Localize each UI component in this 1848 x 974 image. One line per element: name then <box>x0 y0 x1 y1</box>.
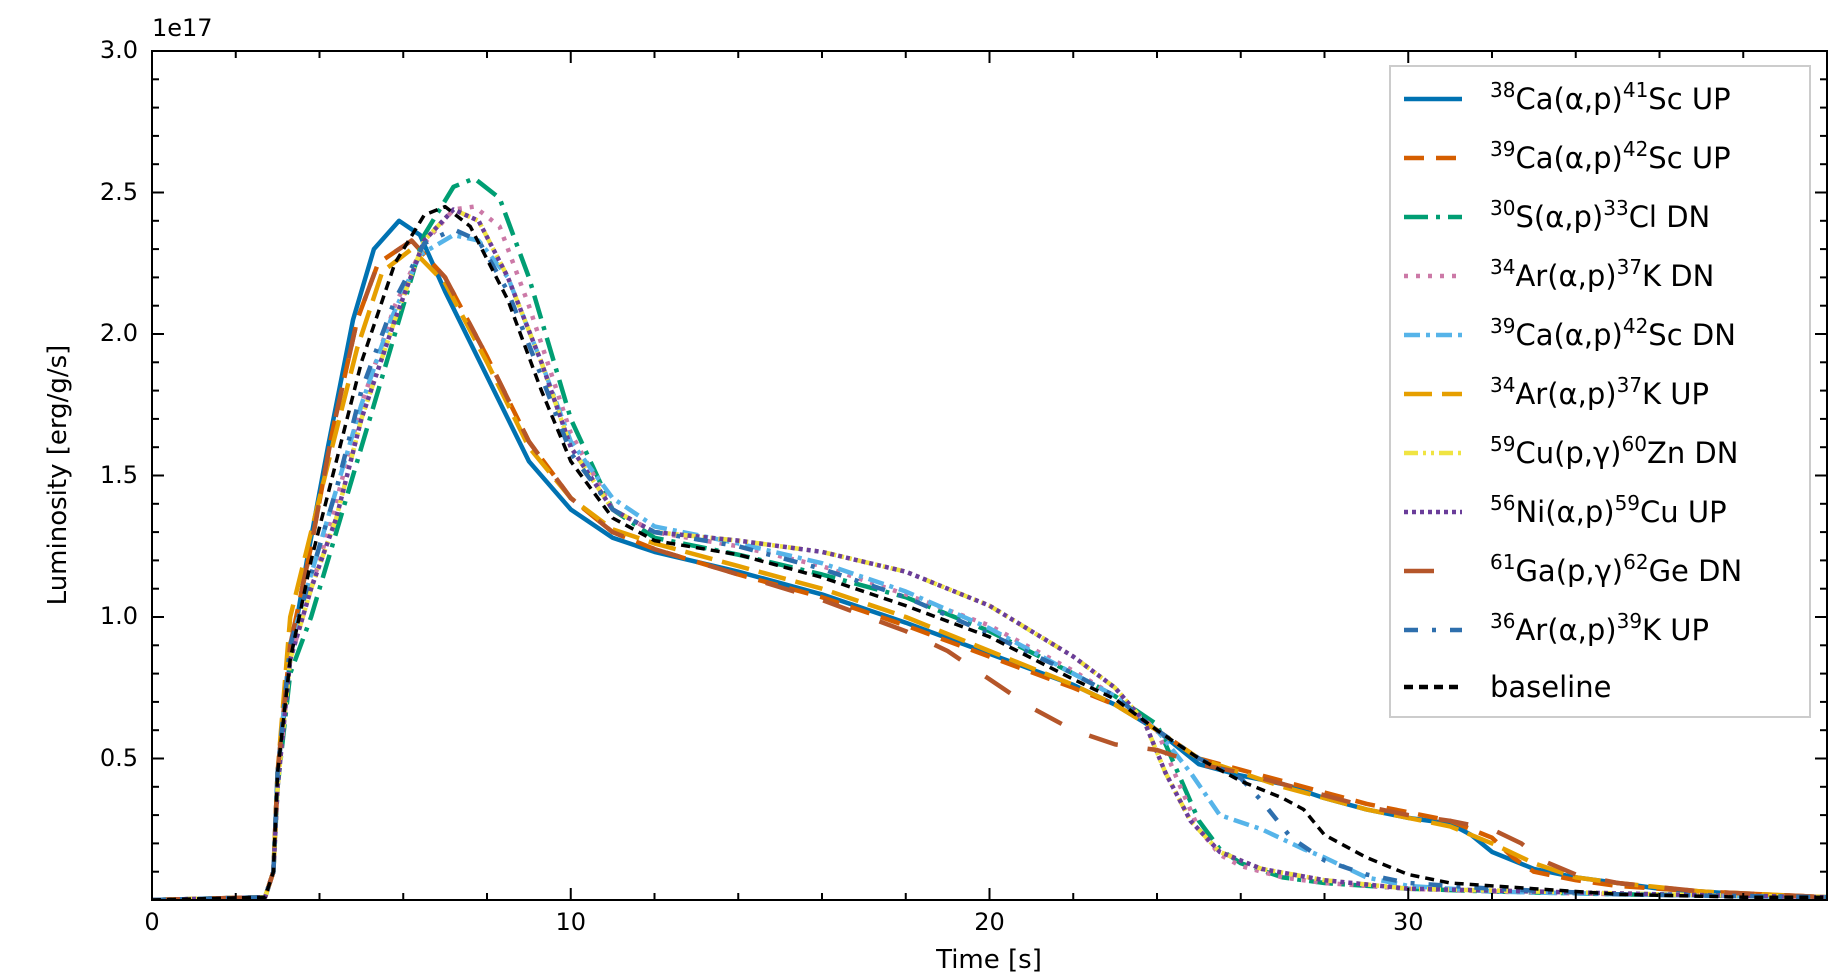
legend-entry: 30S(α,p)33Cl DN <box>1404 196 1710 234</box>
legend-entry: 34Ar(α,p)37K DN <box>1404 255 1714 293</box>
series-line-10 <box>152 204 1827 900</box>
legend-label: 34Ar(α,p)37K DN <box>1490 255 1714 293</box>
y-tick-label: 3.0 <box>100 36 138 64</box>
series-line-9 <box>152 227 1827 900</box>
legend-entry: 38Ca(α,p)41Sc UP <box>1404 78 1731 116</box>
y-axis-label: Luminosity [erg/g/s] <box>43 345 73 606</box>
tick-layer <box>151 50 1828 900</box>
series-line-7 <box>152 207 1827 900</box>
legend-entry: baseline <box>1404 670 1611 704</box>
y-tick-label: 2.5 <box>100 178 138 206</box>
legend-entry: 36Ar(α,p)39K UP <box>1404 609 1709 647</box>
legend-label: 36Ar(α,p)39K UP <box>1490 609 1709 647</box>
x-axis-label: Time [s] <box>935 945 1042 974</box>
legend-entry: 61Ga(p,γ)62Ge DN <box>1404 550 1742 588</box>
x-tick-label: 0 <box>144 908 159 936</box>
legend-entry: 39Ca(α,p)42Sc UP <box>1404 137 1731 175</box>
y-offset-label: 1e17 <box>152 14 213 42</box>
y-tick-label: 0.5 <box>100 744 138 772</box>
legend-label: 39Ca(α,p)42Sc DN <box>1490 314 1736 352</box>
legend-label: 30S(α,p)33Cl DN <box>1490 196 1710 234</box>
legend-label: 59Cu(p,γ)60Zn DN <box>1490 432 1738 470</box>
legend-entry: 39Ca(α,p)42Sc DN <box>1404 314 1736 352</box>
y-tick-labels: 0.5 1.0 1.5 2.0 2.5 3.0 <box>100 36 138 772</box>
legend-label: 39Ca(α,p)42Sc UP <box>1490 137 1731 175</box>
legend-entry: 34Ar(α,p)37K UP <box>1404 373 1709 411</box>
y-tick-label: 1.0 <box>100 602 138 630</box>
legend-label: 56Ni(α,p)59Cu UP <box>1490 491 1727 529</box>
legend-entry: 59Cu(p,γ)60Zn DN <box>1404 432 1738 470</box>
legend-box <box>1389 65 1811 718</box>
legend-label: 38Ca(α,p)41Sc UP <box>1490 78 1731 116</box>
legend-entry: 56Ni(α,p)59Cu UP <box>1404 491 1727 529</box>
x-tick-label: 20 <box>974 908 1005 936</box>
legend-label: 61Ga(p,γ)62Ge DN <box>1490 550 1742 588</box>
series-layer <box>152 176 1827 900</box>
series-line-8 <box>152 238 1827 900</box>
legend-label: baseline <box>1490 670 1611 704</box>
series-line-1 <box>152 238 1827 900</box>
legend: 38Ca(α,p)41Sc UP 39Ca(α,p)42Sc UP 30S(α,p)… <box>1389 65 1811 718</box>
x-tick-label: 30 <box>1393 908 1424 936</box>
y-tick-label: 1.5 <box>100 461 138 489</box>
legend-label: 34Ar(α,p)37K UP <box>1490 373 1709 411</box>
x-tick-labels: 0 10 20 30 <box>144 908 1423 936</box>
y-tick-label: 2.0 <box>100 319 138 347</box>
x-tick-label: 10 <box>555 908 586 936</box>
